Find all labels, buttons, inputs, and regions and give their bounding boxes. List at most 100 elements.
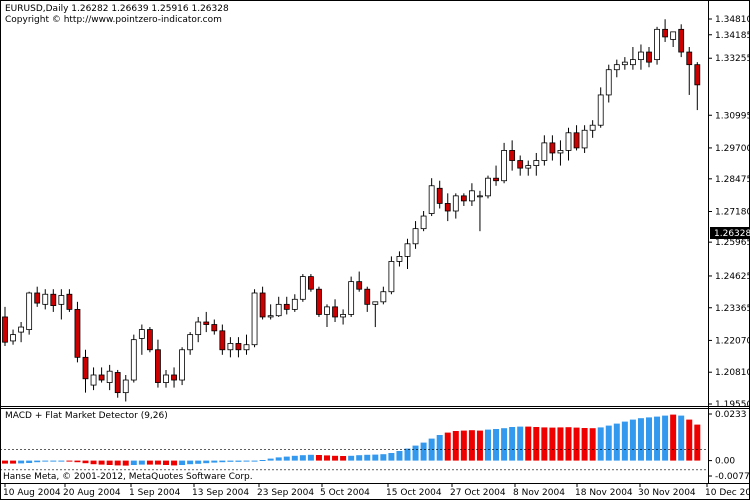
candle-body: [251, 292, 258, 346]
macd-bar: [694, 424, 701, 461]
macd-bar: [211, 460, 218, 463]
macd-bar: [138, 460, 145, 465]
macd-bar: [299, 455, 306, 461]
x-axis: 10 Aug 2004 20 Aug 2004 1 Sep 2004 13 Sep 2…: [3, 483, 750, 498]
candle-body: [525, 165, 532, 169]
candle-body: [187, 334, 194, 351]
candle-body: [493, 177, 499, 182]
macd-bar: [340, 456, 347, 461]
macd-bar: [332, 455, 339, 461]
macd-bar: [597, 427, 604, 461]
chart-header-symbol: EURUSD,Daily 1.26282 1.26639 1.25916 1.2…: [5, 4, 229, 14]
price-tick-label: 1.25965: [715, 238, 750, 248]
x-tick-label: 18 Nov 2004: [575, 488, 633, 498]
candle-body: [549, 142, 556, 154]
macd-bar: [581, 428, 588, 461]
candle-body: [348, 281, 355, 315]
candle-body: [364, 288, 371, 305]
price-tick-label: 1.24625: [715, 272, 750, 282]
candle-body: [444, 203, 451, 212]
candle-body: [90, 374, 97, 386]
macd-bar: [324, 455, 330, 461]
macd-bar: [171, 460, 178, 466]
macd-bar: [267, 458, 274, 461]
candle-body: [163, 374, 169, 383]
candle-body: [630, 59, 636, 66]
chart-header-copyright: Copyright © http://www.pointzero-indicat…: [5, 15, 222, 25]
price-tick-label: 1.28475: [715, 175, 750, 185]
indicator-title: MACD + Flat Market Detector (9,26): [5, 411, 168, 421]
candle-body: [557, 150, 564, 154]
macd-bar: [412, 445, 419, 461]
candle-body: [58, 295, 65, 305]
candle-body: [243, 344, 250, 351]
x-tick-label: 15 Oct 2004: [386, 488, 442, 498]
macd-bar: [114, 460, 121, 466]
candle-body: [155, 349, 161, 383]
macd-bar: [468, 430, 475, 461]
candle-body: [235, 343, 242, 351]
macd-bar: [444, 432, 451, 461]
price-tick-label: 1.30995: [715, 111, 750, 121]
candle-body: [533, 160, 540, 166]
x-tick-label: 10 Dec 2004: [705, 488, 750, 498]
candle-body: [477, 195, 483, 198]
candle-body: [211, 324, 218, 332]
candle-body: [98, 374, 105, 381]
candle-body: [299, 276, 306, 300]
candle-body: [138, 329, 145, 339]
price-tick-label: 1.20810: [715, 368, 750, 378]
macd-bar: [283, 456, 290, 461]
macd-bar: [2, 460, 8, 464]
candle-body: [219, 330, 226, 351]
candle-body: [316, 288, 322, 315]
current-price-label: 1.26328: [714, 229, 750, 239]
candle-body: [686, 51, 693, 66]
candle-body: [146, 329, 153, 351]
candle-body: [195, 321, 202, 336]
macd-bar: [589, 428, 596, 461]
macd-bar: [42, 460, 49, 462]
candle-body: [678, 28, 685, 53]
macd-bar: [380, 454, 387, 461]
macd-bar: [74, 460, 81, 463]
macd-bar: [629, 419, 636, 461]
macd-bar: [122, 460, 129, 466]
indicator-footer: Hanse Meta, © 2001-2012, MetaQuotes Soft…: [3, 472, 253, 482]
candle-body: [372, 301, 379, 305]
macd-bar: [203, 460, 210, 464]
macd-bar: [493, 429, 500, 461]
candle-body: [468, 190, 475, 202]
candle-body: [122, 379, 129, 394]
macd-bar: [179, 460, 186, 465]
macd-bar: [670, 414, 677, 461]
candle-body: [565, 132, 572, 151]
macd-bar: [259, 460, 266, 461]
candle-body: [613, 64, 620, 71]
macd-bar: [476, 430, 483, 461]
x-tick-label: 10 Aug 2004: [3, 488, 61, 498]
macd-bar: [82, 460, 89, 464]
candle-body: [291, 298, 298, 310]
candle-body: [227, 343, 234, 351]
macd-bar: [18, 460, 25, 464]
candle-body: [396, 256, 403, 262]
candle-body: [452, 195, 459, 212]
macd-tick-label: 0.00: [715, 457, 735, 467]
macd-bar: [10, 460, 17, 464]
candle-body: [573, 132, 580, 149]
macd-bar: [549, 427, 556, 461]
macd-bar: [307, 454, 314, 461]
macd-bar: [565, 427, 572, 461]
candle-body: [106, 370, 113, 383]
macd-histogram: [0, 414, 708, 471]
candle-body: [646, 51, 652, 63]
macd-bar: [605, 425, 612, 461]
candle-body: [50, 293, 57, 307]
candle-body: [581, 129, 588, 149]
macd-bar: [678, 415, 685, 461]
candle-body: [340, 314, 347, 318]
macd-bar: [662, 415, 669, 461]
